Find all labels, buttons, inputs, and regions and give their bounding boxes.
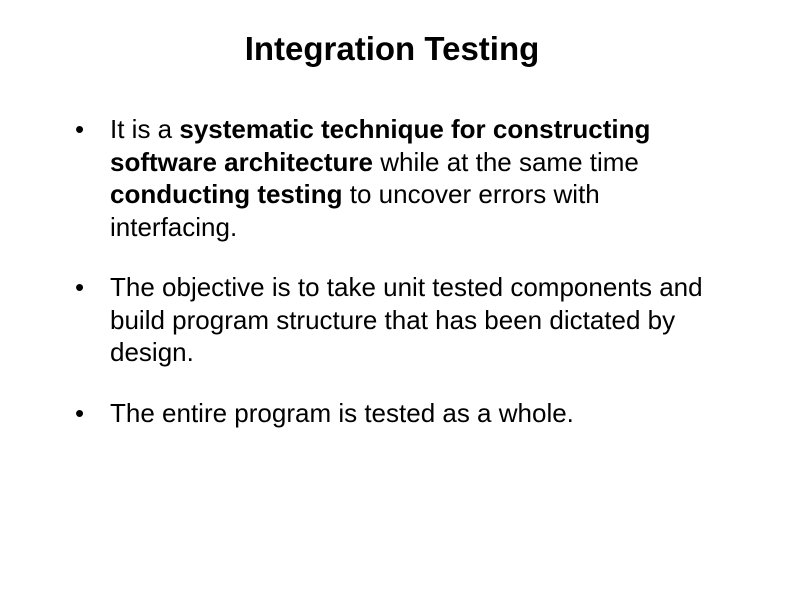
bullet-text: It is a	[110, 114, 179, 144]
bullet-text: while at the same time	[380, 147, 639, 177]
bullet-item: It is a systematic technique for constru…	[60, 113, 734, 243]
bullet-text: The objective is to take unit tested com…	[110, 272, 703, 367]
slide-title: Integration Testing	[150, 30, 634, 68]
bullet-list: It is a systematic technique for constru…	[50, 113, 734, 429]
bullet-item: The objective is to take unit tested com…	[60, 271, 734, 369]
bullet-text-bold: conducting testing	[110, 179, 350, 209]
bullet-text: The entire program is tested as a whole.	[110, 398, 574, 428]
bullet-item: The entire program is tested as a whole.	[60, 397, 734, 430]
